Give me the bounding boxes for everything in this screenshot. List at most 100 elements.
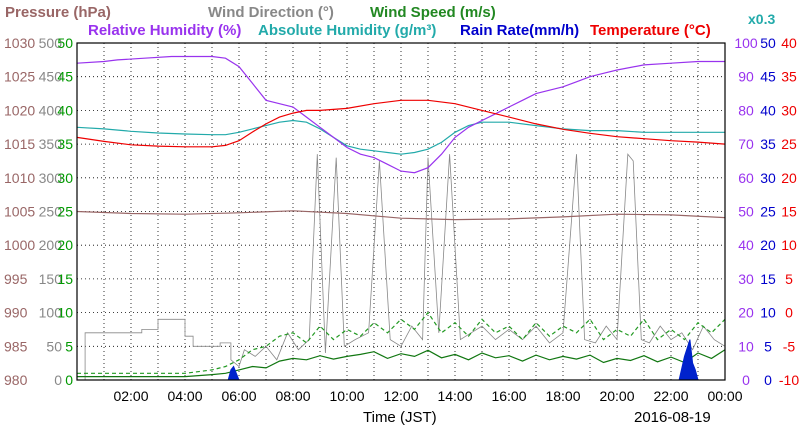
tick-label-rain-rate: 40	[760, 102, 776, 118]
tick-label-humidity: 30	[738, 271, 754, 287]
title-row-1: Pressure (hPa) Wind Direction (°) Wind S…	[5, 4, 496, 21]
tick-label-humidity: 90	[738, 69, 754, 85]
tick-label-pressure: 1000	[4, 237, 35, 253]
title-absolute-humidity: Absolute Humidity (g/m³)	[258, 22, 436, 39]
tick-label-temperature: -10	[779, 372, 799, 388]
tick-label-humidity: 70	[738, 136, 754, 152]
tick-label-pressure: 1010	[4, 170, 35, 186]
x-tick-label: 18:00	[545, 388, 580, 404]
tick-label-wind-speed: 5	[65, 338, 73, 354]
tick-label-temperature: 40	[781, 35, 797, 51]
x-axis: 02:00 04:00 06:00 08:00 10:00 12:00 14:00 16:00…	[113, 388, 742, 404]
tick-label-humidity: 10	[738, 338, 754, 354]
series-wind-speed-max	[77, 311, 726, 374]
tick-label-wind-direction: 50	[46, 338, 62, 354]
tick-label-wind-speed: 15	[57, 271, 73, 287]
tick-label-humidity: 80	[738, 102, 754, 118]
title-pressure: Pressure (hPa)	[5, 4, 111, 21]
tick-label-wind-direction: 500	[39, 35, 63, 51]
plot-frame	[76, 42, 726, 381]
tick-label-wind-speed: 50	[57, 35, 73, 51]
tick-label-wind-direction: 100	[39, 305, 63, 321]
left-axes: 9809859909951000100510101015102010251030…	[4, 35, 73, 388]
x-tick-label: 14:00	[437, 388, 472, 404]
tick-label-pressure: 1020	[4, 102, 35, 118]
tick-label-wind-speed: 0	[65, 372, 73, 388]
series-temperature	[76, 99, 726, 148]
tick-label-rain-rate: 0	[764, 372, 772, 388]
tick-label-pressure: 985	[4, 338, 28, 354]
tick-label-temperature: 30	[781, 102, 797, 118]
x-tick-label: 06:00	[221, 388, 256, 404]
tick-label-wind-direction: 400	[39, 102, 63, 118]
x-tick-label: 04:00	[167, 388, 202, 404]
tick-label-temperature: 10	[781, 237, 797, 253]
tick-label-rain-rate: 15	[760, 271, 776, 287]
tick-label-rain-rate: 25	[760, 204, 776, 220]
title-rain-rate: Rain Rate(mm/h)	[460, 22, 579, 39]
tick-label-temperature: 0	[785, 305, 793, 321]
tick-label-rain-rate: 35	[760, 136, 776, 152]
tick-label-temperature: 5	[785, 271, 793, 287]
tick-label-wind-speed: 20	[57, 237, 73, 253]
tick-label-humidity: 20	[738, 305, 754, 321]
tick-label-rain-rate: 30	[760, 170, 776, 186]
series-absolute-humidity	[76, 119, 725, 155]
tick-label-pressure: 980	[4, 372, 28, 388]
title-row-2: Relative Humidity (%) Absolute Humidity …	[88, 22, 711, 39]
tick-label-wind-direction: 300	[39, 170, 63, 186]
series-relative-humidity	[76, 55, 725, 174]
series-wind-direction	[77, 153, 726, 381]
right-axes: 0 10 20 30 40 50 60 70 80 90 100 0 5 10 15 20 25 30 35 40 45…	[734, 35, 799, 388]
tick-label-wind-direction: 200	[39, 237, 63, 253]
tick-label-wind-speed: 10	[57, 305, 73, 321]
title-relative-humidity: Relative Humidity (%)	[88, 22, 241, 39]
series-layer	[76, 55, 726, 381]
tick-label-temperature: -5	[783, 338, 796, 354]
series-pressure	[76, 210, 726, 221]
tick-label-rain-rate: 10	[760, 305, 776, 321]
tick-label-wind-speed: 45	[57, 69, 73, 85]
tick-label-wind-speed: 40	[57, 102, 73, 118]
x-axis-label: Time (JST)	[363, 409, 437, 426]
date-label: 2016-08-19	[634, 409, 711, 426]
tick-label-pressure: 1015	[4, 136, 35, 152]
x-tick-label: 08:00	[275, 388, 310, 404]
tick-label-wind-speed: 30	[57, 170, 73, 186]
ah-scale-label: x0.3	[748, 11, 775, 27]
tick-label-wind-direction: 450	[39, 69, 63, 85]
tick-label-wind-direction: 350	[39, 136, 63, 152]
tick-label-wind-direction: 250	[39, 204, 63, 220]
tick-label-wind-direction: 0	[54, 372, 62, 388]
x-tick-label: 00:00	[707, 388, 742, 404]
tick-label-rain-rate: 50	[760, 35, 776, 51]
x-tick-label: 02:00	[113, 388, 148, 404]
tick-label-humidity: 50	[738, 204, 754, 220]
x-tick-label: 16:00	[491, 388, 526, 404]
tick-label-temperature: 20	[781, 170, 797, 186]
series-wind-speed-avg	[77, 349, 726, 378]
tick-label-pressure: 1005	[4, 204, 35, 220]
title-wind-speed: Wind Speed (m/s)	[370, 4, 496, 21]
x-tick-label: 20:00	[599, 388, 634, 404]
tick-label-wind-speed: 35	[57, 136, 73, 152]
tick-label-humidity: 40	[738, 237, 754, 253]
tick-label-temperature: 15	[781, 204, 797, 220]
tick-label-humidity: 60	[738, 170, 754, 186]
x-tick-label: 10:00	[329, 388, 364, 404]
tick-label-temperature: 25	[781, 136, 797, 152]
tick-label-pressure: 1030	[4, 35, 35, 51]
tick-label-rain-rate: 45	[760, 69, 776, 85]
tick-label-pressure: 990	[4, 305, 28, 321]
tick-label-pressure: 1025	[4, 69, 35, 85]
tick-label-rain-rate: 20	[760, 237, 776, 253]
tick-label-humidity: 100	[734, 35, 758, 51]
tick-label-wind-speed: 25	[57, 204, 73, 220]
tick-label-wind-direction: 150	[39, 271, 63, 287]
tick-label-rain-rate: 5	[764, 338, 772, 354]
title-wind-direction: Wind Direction (°)	[208, 4, 334, 21]
grid	[77, 43, 725, 380]
tick-label-temperature: 35	[781, 69, 797, 85]
x-tick-label: 12:00	[383, 388, 418, 404]
